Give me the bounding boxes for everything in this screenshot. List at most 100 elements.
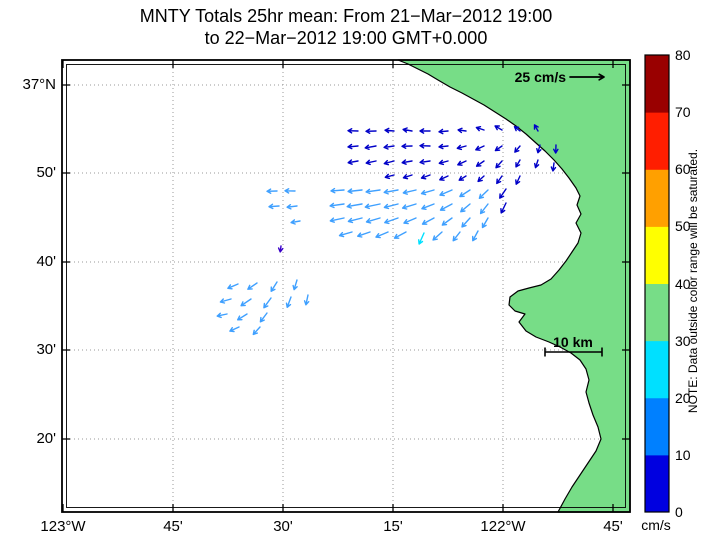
- current-vector: [461, 217, 471, 228]
- current-vector: [419, 128, 431, 134]
- current-vector: [419, 143, 431, 149]
- current-vector: [252, 326, 261, 336]
- current-vector: [384, 173, 395, 180]
- current-vector: [439, 175, 449, 181]
- current-vector: [500, 202, 507, 214]
- current-vector: [365, 159, 377, 166]
- current-vector: [536, 144, 542, 154]
- current-vector: [375, 231, 389, 239]
- current-vector: [329, 202, 345, 209]
- current-vector: [290, 219, 301, 225]
- current-vector: [533, 124, 539, 132]
- current-vector: [284, 188, 296, 194]
- current-vector: [347, 159, 359, 165]
- current-vector: [438, 143, 449, 150]
- colorbar-segment: [645, 340, 669, 399]
- current-vector: [286, 204, 298, 210]
- current-vector: [495, 160, 503, 169]
- current-vector: [472, 230, 479, 242]
- current-vector: [216, 312, 228, 319]
- current-vector: [439, 203, 453, 211]
- current-vector: [452, 231, 461, 242]
- current-vector: [384, 127, 395, 134]
- current-vector: [259, 312, 268, 323]
- current-vector: [457, 127, 467, 134]
- current-vector: [439, 189, 453, 197]
- current-vector: [357, 231, 371, 238]
- current-vector: [364, 144, 377, 150]
- current-vector: [329, 217, 345, 223]
- current-vector: [292, 279, 298, 291]
- current-vector: [266, 188, 278, 194]
- current-vector: [496, 175, 503, 185]
- current-vector: [553, 144, 559, 154]
- current-vector: [514, 145, 521, 153]
- current-vector: [515, 159, 521, 168]
- current-vector: [494, 125, 503, 131]
- current-vector: [365, 217, 381, 224]
- current-vector: [383, 189, 399, 195]
- current-vector: [421, 203, 435, 210]
- current-vector: [534, 159, 540, 169]
- current-vector: [421, 217, 435, 225]
- current-vector: [475, 160, 485, 167]
- plot-frame-inner: [66, 64, 626, 508]
- current-vector: [383, 144, 395, 150]
- colorbar-segment: [645, 283, 669, 342]
- current-vector: [438, 159, 449, 166]
- current-vector: [481, 217, 489, 229]
- current-vector: [460, 203, 471, 213]
- colorbar-border: [644, 54, 670, 513]
- current-vector: [240, 298, 252, 307]
- current-vector: [393, 231, 407, 239]
- current-vector: [477, 175, 485, 183]
- land-coastline: [397, 59, 631, 513]
- current-vector: [499, 188, 507, 199]
- current-vector: [338, 231, 353, 238]
- current-vector: [347, 127, 359, 134]
- current-vector: [401, 143, 413, 149]
- current-vector: [401, 203, 417, 210]
- current-vector: [227, 283, 239, 290]
- current-vector: [384, 217, 399, 225]
- colorbar-segment: [645, 55, 669, 113]
- current-vector: [479, 203, 489, 215]
- current-vector: [229, 326, 240, 333]
- current-vector: [347, 143, 359, 150]
- current-vector: [303, 294, 310, 306]
- current-vector: [456, 144, 467, 151]
- current-vector: [347, 188, 363, 194]
- plot-frame-outer: [61, 59, 631, 513]
- current-vector: [515, 175, 521, 185]
- current-vector: [438, 128, 449, 135]
- current-vector: [550, 162, 557, 172]
- colorbar-segment: [645, 454, 669, 513]
- current-vector: [270, 281, 278, 292]
- current-vector: [263, 297, 272, 309]
- current-vector: [419, 159, 431, 165]
- current-vector: [365, 188, 381, 195]
- colorbar-segment: [645, 226, 669, 285]
- current-vector: [365, 128, 377, 134]
- current-vector: [458, 175, 467, 181]
- current-vector: [478, 189, 489, 199]
- current-vector: [346, 203, 363, 209]
- current-vector: [457, 160, 467, 166]
- current-vector: [432, 231, 443, 241]
- current-vector: [420, 174, 431, 180]
- reference-arrow: [569, 73, 605, 81]
- current-vector: [475, 145, 485, 151]
- current-vector: [402, 189, 417, 195]
- current-vector: [277, 245, 284, 253]
- current-vector: [402, 174, 413, 180]
- current-vector: [420, 189, 435, 196]
- current-vector: [459, 189, 471, 198]
- current-vector: [364, 203, 381, 210]
- current-vector: [513, 126, 521, 132]
- current-vector: [475, 126, 485, 132]
- current-vector: [403, 217, 417, 225]
- current-vector: [237, 313, 248, 321]
- colorbar-segment: [645, 169, 669, 227]
